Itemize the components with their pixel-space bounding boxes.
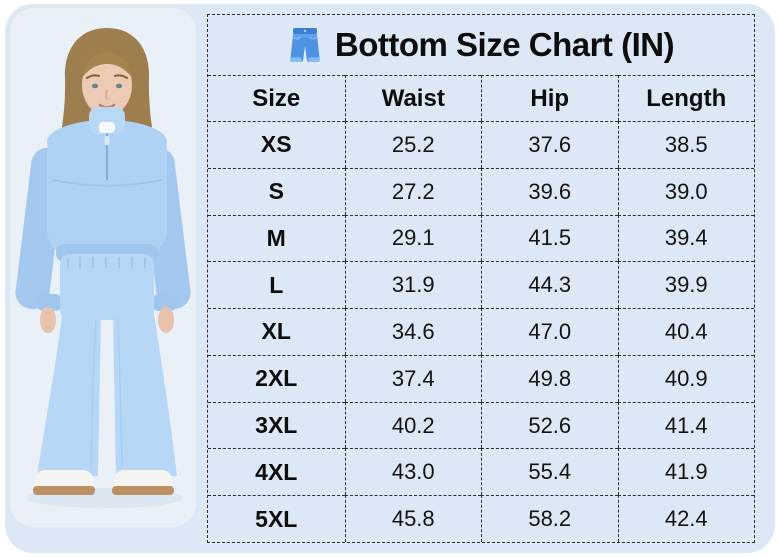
hip-cell: 55.4 (481, 448, 618, 496)
model-sneakers (33, 470, 174, 495)
length-cell: 38.5 (617, 121, 754, 168)
model-hand-left (40, 307, 56, 333)
hip-cell: 49.8 (481, 354, 618, 402)
chart-title-row: Bottom Size Chart (IN) (208, 15, 754, 75)
length-cell: 39.9 (617, 261, 754, 309)
hip-cell: 39.6 (481, 167, 618, 215)
length-cell: 41.9 (617, 448, 754, 496)
size-cell: S (208, 167, 345, 215)
waist-cell: 29.1 (344, 214, 481, 262)
size-cell: M (208, 214, 345, 262)
length-cell: 39.4 (617, 214, 754, 262)
size-cell: 4XL (208, 448, 345, 495)
model-illustration (15, 28, 191, 508)
hip-cell: 44.3 (481, 261, 618, 309)
hip-cell: 58.2 (481, 495, 618, 542)
hip-cell: 37.6 (481, 121, 618, 168)
size-cell: XL (208, 308, 345, 355)
hip-cell: 52.6 (481, 401, 618, 449)
model-hand-right (158, 307, 174, 333)
size-cell: XS (208, 121, 345, 168)
size-cell: 3XL (208, 401, 345, 449)
waist-cell: 25.2 (344, 121, 481, 168)
waist-cell: 40.2 (344, 401, 481, 449)
model-sweatpants (37, 254, 177, 476)
hip-cell: 47.0 (481, 308, 618, 355)
length-cell: 40.9 (617, 354, 754, 402)
size-cell: 2XL (208, 354, 345, 402)
jeans-icon (290, 28, 320, 62)
waist-cell: 45.8 (344, 495, 481, 542)
size-table-grid: Size Waist Hip Length XS 25.2 37.6 38.5 … (208, 75, 754, 542)
column-header-waist: Waist (344, 75, 481, 121)
size-cell: 5XL (208, 495, 345, 542)
chart-title: Bottom Size Chart (IN) (334, 26, 675, 63)
size-chart-table: Bottom Size Chart (IN) Size Waist Hip Le… (207, 14, 755, 543)
waist-cell: 27.2 (344, 167, 481, 215)
column-header-size: Size (208, 75, 345, 121)
waist-cell: 37.4 (344, 354, 481, 402)
column-header-hip: Hip (481, 75, 618, 121)
length-cell: 39.0 (617, 167, 754, 215)
length-cell: 41.4 (617, 401, 754, 449)
column-header-length: Length (617, 75, 754, 121)
waist-cell: 31.9 (344, 261, 481, 309)
size-cell: L (208, 261, 345, 308)
waist-cell: 34.6 (344, 308, 481, 355)
hip-cell: 41.5 (481, 214, 618, 262)
length-cell: 42.4 (617, 495, 754, 542)
waist-cell: 43.0 (344, 448, 481, 496)
length-cell: 40.4 (617, 308, 754, 355)
model-photo (10, 8, 196, 527)
model-face (81, 52, 133, 132)
